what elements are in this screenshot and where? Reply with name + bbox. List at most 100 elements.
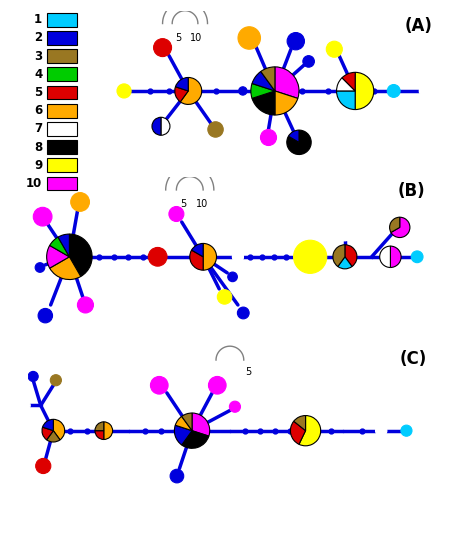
Wedge shape xyxy=(191,243,203,257)
Circle shape xyxy=(38,308,53,323)
Text: (B): (B) xyxy=(398,182,425,200)
Text: 5: 5 xyxy=(245,367,251,377)
Circle shape xyxy=(287,33,304,50)
Text: 2: 2 xyxy=(34,32,42,44)
Circle shape xyxy=(170,469,184,483)
Circle shape xyxy=(228,272,237,281)
Circle shape xyxy=(217,290,232,304)
Wedge shape xyxy=(337,78,355,91)
Circle shape xyxy=(33,207,52,226)
Text: (A): (A) xyxy=(404,17,432,35)
Circle shape xyxy=(293,240,327,273)
Wedge shape xyxy=(294,416,306,431)
Bar xyxy=(47,31,77,45)
Wedge shape xyxy=(175,416,192,431)
Text: (C): (C) xyxy=(400,350,427,368)
Circle shape xyxy=(35,263,45,272)
Wedge shape xyxy=(174,425,192,445)
Circle shape xyxy=(71,193,90,211)
Circle shape xyxy=(229,401,240,412)
Wedge shape xyxy=(380,246,391,268)
Wedge shape xyxy=(175,87,188,102)
Wedge shape xyxy=(180,78,202,104)
Wedge shape xyxy=(261,67,275,91)
Circle shape xyxy=(233,251,243,262)
Text: 3: 3 xyxy=(34,50,42,63)
Circle shape xyxy=(401,425,412,436)
Circle shape xyxy=(238,27,261,49)
Wedge shape xyxy=(338,257,352,269)
Wedge shape xyxy=(333,244,345,266)
Bar xyxy=(47,86,77,100)
Circle shape xyxy=(237,307,249,319)
Wedge shape xyxy=(291,421,306,444)
Wedge shape xyxy=(43,419,54,431)
Text: 5: 5 xyxy=(175,33,182,42)
Wedge shape xyxy=(342,72,355,91)
Bar xyxy=(47,13,77,27)
Circle shape xyxy=(36,458,51,473)
Wedge shape xyxy=(104,422,113,440)
Wedge shape xyxy=(161,117,170,135)
Wedge shape xyxy=(42,427,54,440)
Bar xyxy=(47,177,77,190)
Wedge shape xyxy=(275,91,298,115)
Wedge shape xyxy=(355,72,374,110)
Circle shape xyxy=(233,251,243,262)
Wedge shape xyxy=(275,67,299,98)
Bar xyxy=(47,49,77,63)
Wedge shape xyxy=(46,246,69,268)
Text: 10: 10 xyxy=(196,200,208,209)
Circle shape xyxy=(169,207,184,221)
Circle shape xyxy=(419,85,432,97)
Wedge shape xyxy=(50,237,69,257)
Bar xyxy=(47,104,77,118)
Text: 10: 10 xyxy=(26,177,42,190)
Circle shape xyxy=(411,251,423,263)
Wedge shape xyxy=(95,431,104,440)
Text: 1: 1 xyxy=(34,13,42,26)
Bar xyxy=(47,158,77,172)
Circle shape xyxy=(261,129,276,146)
Bar xyxy=(47,122,77,136)
Wedge shape xyxy=(289,130,299,142)
Circle shape xyxy=(376,425,387,436)
Wedge shape xyxy=(203,243,217,270)
Wedge shape xyxy=(287,130,311,155)
Wedge shape xyxy=(391,217,410,238)
Wedge shape xyxy=(69,234,92,277)
Circle shape xyxy=(208,122,223,137)
Wedge shape xyxy=(252,91,275,115)
Wedge shape xyxy=(299,416,321,446)
Bar xyxy=(47,140,77,154)
Wedge shape xyxy=(251,83,275,98)
Circle shape xyxy=(326,41,342,57)
Wedge shape xyxy=(337,91,355,110)
Text: 4: 4 xyxy=(34,68,42,81)
Text: 5: 5 xyxy=(34,86,42,99)
Text: 6: 6 xyxy=(34,104,42,117)
Circle shape xyxy=(387,85,400,97)
Circle shape xyxy=(28,371,38,381)
Wedge shape xyxy=(95,422,104,431)
Wedge shape xyxy=(252,72,275,91)
Wedge shape xyxy=(182,431,209,448)
Circle shape xyxy=(209,377,226,394)
Wedge shape xyxy=(391,246,401,268)
Wedge shape xyxy=(46,431,60,442)
Circle shape xyxy=(21,401,30,410)
Circle shape xyxy=(238,87,247,95)
Wedge shape xyxy=(192,413,210,436)
Wedge shape xyxy=(54,419,64,440)
Bar xyxy=(47,67,77,81)
Circle shape xyxy=(117,84,131,98)
Wedge shape xyxy=(190,250,203,270)
Text: 7: 7 xyxy=(34,123,42,135)
Text: 10: 10 xyxy=(190,33,202,42)
Circle shape xyxy=(339,230,350,241)
Wedge shape xyxy=(182,413,192,431)
Text: 5: 5 xyxy=(180,200,186,209)
Circle shape xyxy=(77,297,93,313)
Wedge shape xyxy=(175,78,188,91)
Wedge shape xyxy=(390,217,400,232)
